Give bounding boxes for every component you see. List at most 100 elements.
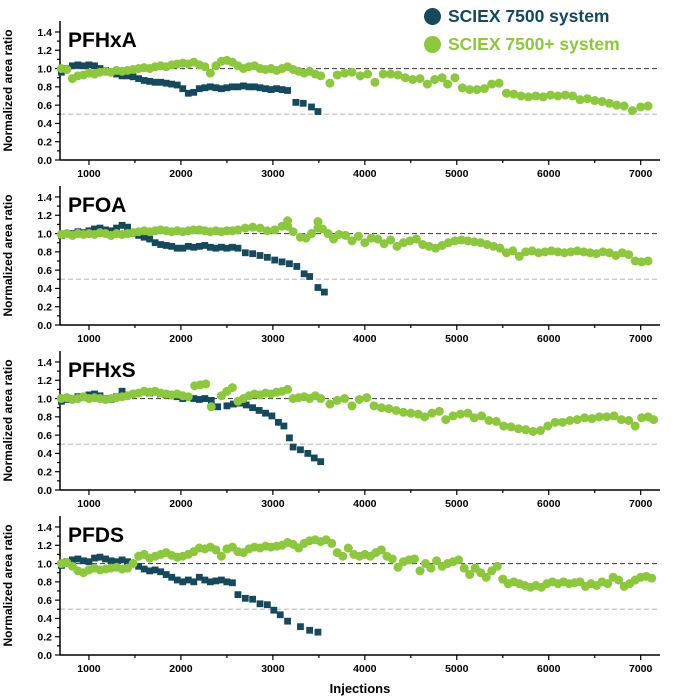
data-point-square (162, 571, 170, 578)
data-point-circle (354, 394, 364, 404)
data-point-circle (612, 100, 622, 110)
panel-title: PFHxS (68, 359, 136, 382)
y-tick-label: 0.4 (37, 448, 52, 460)
data-point-square (314, 284, 322, 291)
data-point-square (173, 576, 181, 584)
data-point-circle (206, 402, 216, 412)
y-axis-label: Normalized area ratio (1, 359, 15, 481)
data-point-circle (546, 90, 556, 100)
y-tick-label: 1.0 (37, 228, 52, 240)
data-point-circle (477, 411, 487, 421)
data-point-circle (509, 89, 519, 99)
data-point-square (314, 108, 322, 115)
y-tick-label: 0.6 (37, 430, 52, 442)
x-axis-label: Injections (330, 681, 391, 696)
data-point-square (217, 243, 225, 251)
data-point-circle (587, 414, 597, 424)
legend: SCIEX 7500 system SCIEX 7500+ system (424, 3, 620, 58)
data-point-circle (443, 79, 453, 89)
data-point-square (207, 396, 215, 404)
data-point-square (249, 250, 257, 258)
data-point-circle (432, 556, 442, 566)
data-point-square (162, 242, 170, 249)
data-point-square (217, 576, 225, 584)
data-point-circle (441, 415, 451, 425)
data-point-square (107, 227, 115, 235)
data-point-square (179, 578, 187, 586)
data-point-circle (560, 90, 570, 100)
data-point-circle (636, 102, 646, 112)
data-point-circle (506, 422, 516, 432)
data-point-circle (501, 88, 511, 98)
data-point-square (190, 243, 198, 251)
data-point-circle (370, 77, 380, 87)
data-point-square (267, 86, 275, 93)
data-point-circle (492, 561, 502, 571)
series-sciex-7500+-system (56, 379, 659, 436)
data-point-square (151, 566, 159, 574)
data-point-circle (550, 417, 560, 427)
y-tick-label: 0.2 (37, 467, 52, 479)
data-point-square (293, 263, 301, 270)
data-point-circle (233, 225, 243, 235)
data-point-circle (325, 78, 335, 88)
x-tick-label: 6000 (537, 333, 561, 345)
data-point-circle (434, 406, 444, 416)
data-point-circle (316, 71, 326, 81)
y-tick-label: 1.4 (37, 192, 52, 204)
data-point-circle (386, 69, 396, 79)
data-point-square (102, 555, 109, 563)
y-tick-label: 1.2 (37, 210, 52, 222)
x-tick-label: 5000 (445, 168, 469, 180)
data-point-square (217, 85, 225, 93)
data-point-square (263, 253, 271, 261)
data-point-circle (340, 68, 350, 78)
data-point-square (306, 273, 314, 280)
data-point-circle (262, 226, 272, 236)
data-point-square (140, 77, 148, 84)
x-tick-label: 3000 (261, 663, 285, 675)
data-point-circle (363, 69, 373, 79)
data-point-square (157, 568, 165, 576)
data-point-circle (426, 563, 436, 573)
data-point-circle (463, 408, 473, 418)
x-tick-label: 5000 (445, 663, 469, 675)
data-point-square (223, 578, 231, 586)
data-point-square (241, 594, 249, 602)
x-tick-label: 1000 (77, 498, 101, 510)
data-point-circle (594, 412, 604, 422)
data-point-circle (627, 106, 637, 116)
data-point-square (223, 244, 231, 252)
data-point-square (118, 556, 126, 564)
data-point-circle (360, 238, 370, 248)
x-tick-label: 2000 (169, 333, 193, 345)
data-point-circle (325, 399, 335, 409)
data-point-circle (481, 572, 491, 582)
data-point-square (151, 239, 159, 247)
data-point-circle (393, 70, 403, 80)
data-point-square (85, 558, 93, 566)
data-point-circle (338, 551, 348, 561)
data-point-square (96, 553, 104, 561)
data-point-circle (603, 579, 613, 589)
data-point-circle (597, 96, 607, 106)
data-point-square (168, 242, 176, 250)
data-point-circle (459, 563, 469, 573)
data-point-circle (619, 101, 629, 111)
data-point-circle (430, 75, 440, 85)
data-point-square (256, 84, 264, 92)
data-point-circle (616, 415, 626, 425)
data-point-square (255, 407, 263, 414)
data-point-square (157, 241, 165, 248)
data-point-square (113, 558, 120, 566)
x-tick-label: 6000 (537, 168, 561, 180)
data-point-circle (283, 221, 293, 231)
data-point-square (270, 606, 278, 614)
data-point-circle (528, 426, 538, 436)
data-point-circle (479, 84, 489, 94)
data-point-square (80, 557, 87, 565)
data-point-square (256, 252, 264, 259)
data-point-square (129, 73, 137, 81)
data-point-circle (288, 227, 298, 237)
data-point-circle (643, 101, 653, 111)
